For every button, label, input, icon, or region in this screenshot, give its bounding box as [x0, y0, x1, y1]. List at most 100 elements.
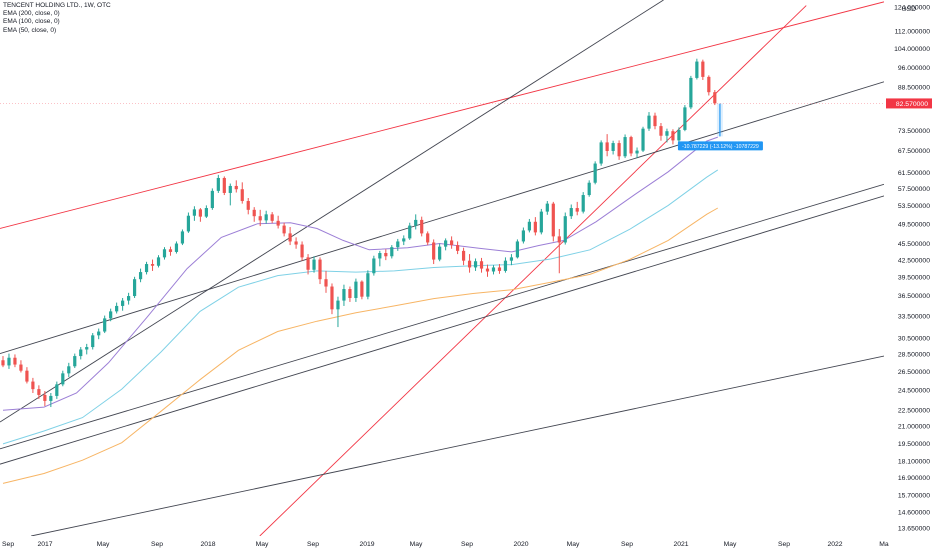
time-axis[interactable]: Sep 2017 May Sep 2018 May Sep 2019 May Sep 2020 May…	[2, 541, 889, 548]
candle-body	[683, 107, 687, 130]
trendlines-layer	[0, 0, 884, 536]
x-tick-label: 2021	[673, 541, 688, 548]
y-tick-label: 19.500000	[898, 441, 930, 448]
trendline-3[interactable]	[0, 0, 664, 423]
current-price-badge[interactable]	[886, 98, 932, 109]
candle-body	[426, 233, 430, 243]
candle-body	[13, 357, 17, 365]
candle-body	[372, 258, 376, 274]
candle-body	[198, 209, 202, 217]
trendline-1[interactable]	[0, 1, 884, 229]
y-tick-label: 28.500000	[898, 352, 930, 359]
y-tick-label: 104.000000	[894, 46, 930, 53]
candle-body	[557, 236, 561, 243]
candle-body	[545, 203, 549, 212]
candle-body	[324, 279, 328, 287]
candle-body	[677, 129, 681, 141]
trendline-5[interactable]	[0, 183, 884, 450]
candle-body	[180, 231, 185, 244]
candle-body	[491, 267, 496, 272]
current-price-label: 82.570000	[896, 101, 928, 108]
y-tick-label: 24.500000	[898, 387, 930, 394]
trendline-2[interactable]	[259, 5, 807, 536]
candle-body	[461, 250, 466, 261]
price-axis[interactable]: 124.000000 112.000000 104.000000 96.000000 8…	[886, 5, 932, 533]
candle-body	[605, 142, 609, 151]
x-tick-label: Ma	[879, 541, 889, 548]
candle-body	[37, 389, 41, 395]
candle-body	[629, 137, 633, 154]
candle-body	[617, 143, 621, 157]
candle-body	[288, 233, 292, 242]
candle-body	[581, 195, 585, 212]
candle-body	[61, 373, 65, 385]
candle-body	[91, 335, 95, 348]
y-tick-label: 96.000000	[898, 65, 930, 72]
candle-body	[408, 225, 412, 239]
candle-body	[527, 221, 531, 231]
measure-tooltip-box[interactable]	[677, 141, 763, 151]
currency-label: USD	[902, 6, 916, 13]
chart-legend: TENCENT HOLDING LTD., 1W, OTC EMA (200, …	[3, 2, 111, 35]
candle-body	[19, 364, 23, 371]
candle-body	[174, 243, 179, 252]
candle-body	[521, 230, 525, 242]
candle-body	[1, 360, 5, 366]
candle-body	[497, 267, 502, 271]
y-tick-label: 73.500000	[898, 128, 930, 135]
indicator-ema-200[interactable]: EMA (200, close, 0)	[3, 10, 60, 18]
candle-body	[306, 257, 310, 270]
indicator-ema-50[interactable]: EMA (50, close, 0)	[3, 26, 57, 34]
y-tick-label: 30.500000	[898, 336, 930, 343]
candle-body	[144, 264, 149, 273]
candle-body	[623, 137, 627, 157]
x-tick-label: 2019	[359, 541, 374, 548]
trendline-6[interactable]	[0, 195, 884, 465]
y-tick-label: 26.500000	[898, 369, 930, 376]
candle-body	[115, 305, 119, 312]
candle-body	[85, 347, 89, 350]
candle-body	[204, 208, 208, 217]
y-tick-label: 112.000000	[895, 29, 931, 36]
trendline-4[interactable]	[0, 81, 884, 355]
y-tick-label: 57.500000	[898, 186, 930, 193]
x-tick-label: Sep	[778, 541, 790, 548]
candle-body	[109, 311, 113, 319]
y-tick-label: 15.700000	[898, 492, 930, 499]
candle-body	[485, 268, 490, 272]
candle-body	[186, 215, 191, 232]
candle-body	[515, 241, 520, 258]
x-tick-label: Sep	[2, 541, 14, 548]
candle-body	[701, 61, 705, 77]
candle-body	[300, 244, 304, 258]
candles-layer	[1, 58, 717, 408]
x-tick-label: 2018	[200, 541, 215, 548]
candle-body	[713, 92, 717, 104]
x-tick-label: Sep	[307, 541, 319, 548]
candle-body	[563, 216, 567, 243]
candle-body	[228, 185, 232, 193]
symbol-title[interactable]: TENCENT HOLDING LTD., 1W, OTC	[3, 2, 111, 9]
candle-body	[342, 289, 346, 301]
candle-body	[121, 300, 125, 306]
candle-body	[384, 253, 388, 257]
candle-body	[138, 272, 143, 280]
x-tick-label: 2020	[513, 541, 528, 548]
candle-body	[25, 370, 29, 382]
candle-body	[420, 219, 424, 234]
indicator-ema-100[interactable]: EMA (100, close, 0)	[3, 18, 60, 26]
candle-body	[97, 331, 101, 336]
candle-body	[635, 150, 639, 154]
candle-body	[234, 185, 238, 190]
candle-body	[312, 259, 316, 270]
candle-body	[533, 221, 537, 233]
y-tick-label: 21.000000	[898, 424, 930, 431]
candle-body	[444, 240, 448, 247]
candle-body	[450, 240, 454, 246]
ema-line	[2, 207, 719, 484]
candle-body	[276, 220, 280, 226]
candle-body	[246, 201, 250, 210]
trendline-7[interactable]	[31, 355, 884, 536]
